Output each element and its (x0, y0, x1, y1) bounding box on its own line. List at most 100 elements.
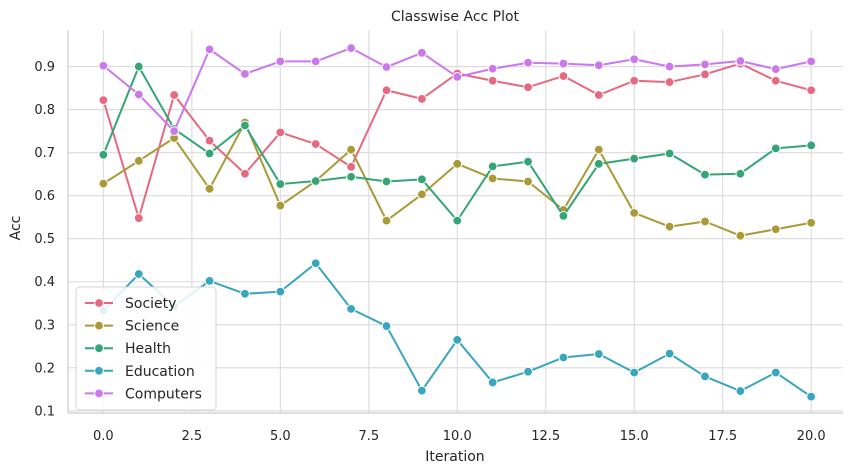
data-point (169, 90, 180, 100)
data-point (770, 75, 781, 86)
data-point (523, 366, 533, 377)
data-point (204, 148, 215, 159)
x-tick-label: 12.5 (531, 429, 560, 444)
chart-title: Classwise Acc Plot (391, 9, 520, 25)
data-point (416, 189, 427, 200)
data-point (487, 75, 498, 86)
data-point (133, 89, 144, 100)
data-point (700, 69, 710, 80)
data-point (346, 43, 357, 53)
data-point (240, 68, 250, 79)
data-point (275, 200, 286, 211)
data-point (735, 168, 746, 179)
legend-label: Computers (125, 386, 202, 402)
y-axis-label: Acc (8, 216, 24, 241)
data-point (381, 85, 392, 96)
data-point (98, 60, 109, 71)
data-point (629, 153, 640, 164)
data-point (664, 77, 675, 87)
legend-item-science: Science (85, 319, 179, 335)
x-tick-label: 15.0 (620, 429, 649, 444)
legend-item-society: Society (85, 296, 176, 312)
data-point (310, 176, 321, 186)
data-point (770, 367, 781, 378)
y-tick-label: 0.6 (34, 189, 55, 204)
data-point (204, 44, 215, 55)
x-tick-label: 7.5 (358, 429, 379, 444)
x-tick-labels: 0.0 2.5 5.0 7.5 10.0 12.5 15.0 17.5 20.0 (93, 429, 826, 444)
data-point (664, 61, 675, 72)
legend-box (75, 286, 217, 411)
legend-item-education: Education (85, 364, 195, 380)
data-point (487, 377, 498, 388)
data-point (735, 230, 746, 241)
data-point (593, 60, 604, 71)
legend-marker (94, 320, 104, 331)
legend-item-computers: Computers (85, 386, 202, 402)
legend-item-health: Health (85, 341, 171, 357)
data-point (487, 63, 498, 74)
data-point (806, 85, 817, 96)
data-point (204, 275, 215, 286)
legend-marker (94, 298, 104, 308)
x-tick-label: 2.5 (182, 429, 203, 444)
data-point (523, 57, 533, 68)
y-tick-label: 0.2 (34, 361, 55, 376)
data-point (593, 90, 604, 100)
data-point (664, 348, 675, 359)
data-point (275, 127, 286, 138)
data-point (523, 156, 533, 167)
data-point (629, 54, 640, 65)
data-point (416, 47, 427, 58)
data-point (664, 148, 675, 159)
data-point (240, 168, 250, 179)
data-point (98, 95, 109, 106)
data-point (487, 173, 498, 184)
data-point (452, 215, 463, 226)
legend-label: Science (125, 319, 179, 335)
y-tick-labels: 0.1 0.2 0.3 0.4 0.5 0.6 0.7 0.8 0.9 (34, 60, 55, 419)
data-point (452, 334, 463, 345)
y-tick-label: 0.1 (34, 404, 55, 419)
data-point (806, 140, 817, 151)
data-point (310, 139, 321, 149)
series-layer (98, 43, 817, 402)
data-point (346, 144, 357, 155)
data-point (240, 120, 250, 131)
data-point (346, 303, 357, 314)
legend-marker (94, 388, 104, 399)
y-tick-label: 0.5 (34, 232, 55, 247)
data-point (275, 179, 286, 189)
data-point (240, 288, 250, 299)
data-point (629, 367, 640, 378)
legend-label: Education (125, 364, 195, 380)
data-point (275, 286, 286, 297)
data-point (700, 169, 710, 180)
data-point (770, 143, 781, 154)
x-axis-label: Iteration (425, 449, 484, 465)
y-tick-label: 0.7 (34, 146, 55, 161)
y-tick-label: 0.4 (34, 275, 55, 290)
data-point (806, 391, 817, 402)
legend-marker (94, 365, 104, 376)
data-point (700, 371, 710, 382)
series-education (98, 258, 817, 402)
data-point (204, 183, 215, 194)
data-point (629, 75, 640, 86)
data-point (98, 178, 109, 189)
x-tick-label: 5.0 (270, 429, 291, 444)
data-point (593, 144, 604, 155)
data-point (558, 58, 569, 69)
data-point (133, 213, 144, 223)
data-point (700, 59, 710, 70)
y-tick-label: 0.9 (34, 60, 55, 75)
data-point (346, 171, 357, 182)
data-point (416, 174, 427, 185)
data-point (381, 321, 392, 331)
data-point (452, 158, 463, 169)
data-point (133, 61, 144, 72)
y-tick-label: 0.8 (34, 103, 55, 118)
data-point (629, 207, 640, 218)
data-point (346, 161, 357, 172)
